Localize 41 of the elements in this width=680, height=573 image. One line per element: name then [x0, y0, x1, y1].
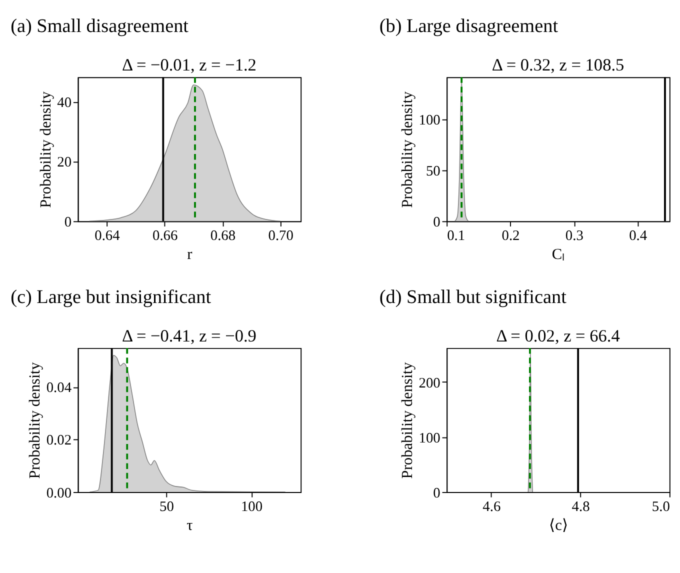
x-tick-label: 0.66 — [152, 228, 178, 244]
x-tick-label: 0.4 — [629, 228, 648, 244]
y-tick-label: 50 — [426, 164, 440, 180]
y-axis-title: Probability density — [399, 362, 416, 479]
chart-title: (a) Small disagreement — [10, 16, 190, 37]
y-tick-label: 0 — [64, 214, 72, 230]
x-tick-label: 0.64 — [94, 228, 120, 244]
x-tick-label: 100 — [240, 498, 263, 515]
x-tick-label: 4.6 — [482, 498, 501, 515]
y-tick-label: 0 — [433, 214, 440, 230]
x-tick-label: 0.1 — [447, 228, 466, 244]
x-tick-label: 50 — [160, 498, 174, 515]
x-tick-label: 0.70 — [268, 228, 294, 244]
y-tick-label: 0.00 — [46, 485, 72, 502]
x-tick-label: 0.3 — [565, 228, 584, 244]
y-tick-label: 100 — [418, 112, 440, 129]
chart-subtitle: Δ = −0.41, z = −0.9 — [122, 326, 256, 346]
x-tick-label: 0.68 — [210, 228, 236, 244]
x-axis-title: Cₗ — [552, 246, 566, 264]
chart-title: (d) Small but significant — [379, 286, 568, 308]
y-tick-label: 0.02 — [46, 432, 72, 449]
x-tick-label: 0.2 — [502, 228, 520, 244]
y-tick-label: 0.04 — [46, 380, 72, 396]
x-tick-label: 5.0 — [652, 498, 670, 515]
y-tick-label: 100 — [418, 430, 440, 446]
chart-subtitle: Δ = 0.02, z = 66.4 — [496, 326, 620, 346]
y-tick-label: 200 — [418, 375, 440, 392]
y-tick-label: 0 — [433, 485, 440, 502]
y-tick-label: 40 — [57, 94, 72, 111]
x-axis-title: ⟨c⟩ — [549, 516, 568, 534]
y-axis-title: Probability density — [399, 91, 416, 208]
y-tick-label: 20 — [57, 154, 72, 171]
chart-title: (b) Large disagreement — [379, 16, 559, 37]
chart-subtitle: Δ = −0.01, z = −1.2 — [122, 55, 256, 74]
chart-subtitle: Δ = 0.32, z = 108.5 — [492, 55, 624, 74]
x-axis-title: τ — [186, 516, 193, 534]
y-axis-title: Probability density — [26, 362, 44, 479]
chart-title: (c) Large but insignificant — [10, 286, 212, 308]
y-axis-title: Probability density — [37, 91, 54, 208]
x-tick-label: 4.8 — [572, 498, 590, 515]
x-axis-title: r — [187, 246, 192, 264]
